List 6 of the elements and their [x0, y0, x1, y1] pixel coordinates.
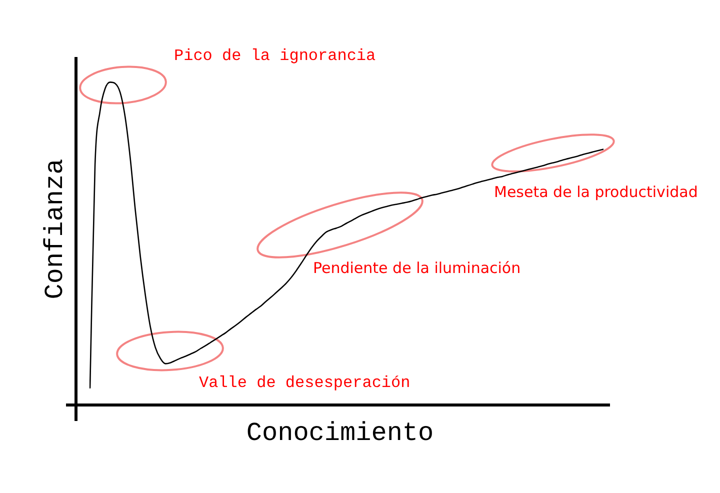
annotation: Valle de desesperación: [199, 374, 410, 392]
annotation: Meseta de la productividad: [494, 182, 698, 201]
text: Pico de la ignorancia: [174, 47, 376, 66]
annotation: Pendiente de la iluminación: [313, 258, 521, 277]
y-axis-title: Confianza: [40, 158, 70, 300]
x-axis-title: Conocimiento: [246, 418, 434, 448]
